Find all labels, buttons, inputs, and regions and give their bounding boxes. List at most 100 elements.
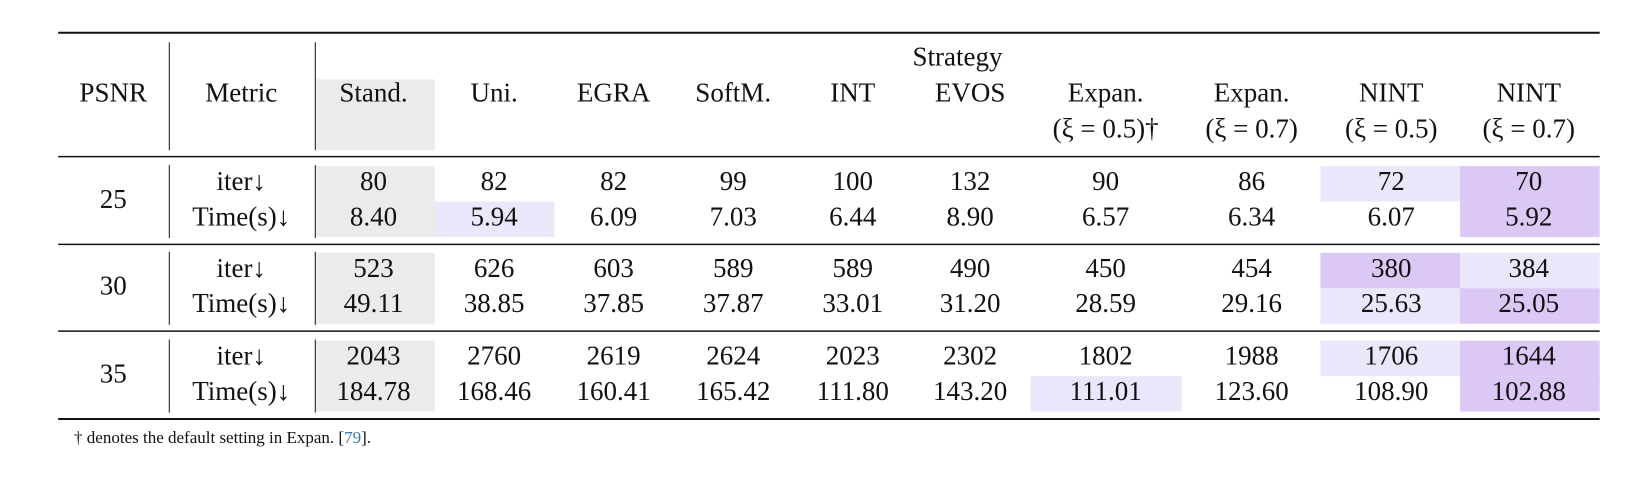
column-header: NINT <box>1497 77 1562 107</box>
column-header: Uni. <box>470 77 517 107</box>
metric-name: iter↓ <box>216 341 265 371</box>
cell-value: 165.42 <box>696 376 770 406</box>
cell-value: 82 <box>600 166 627 196</box>
cell-value: 2043 <box>346 341 400 371</box>
cell-shade <box>1460 288 1600 324</box>
cell-value: 523 <box>353 253 394 283</box>
column-header: Expan. <box>1214 77 1290 107</box>
group-header: Strategy <box>912 41 1002 71</box>
cell-value: 37.87 <box>703 288 764 318</box>
column-header: (ξ = 0.5) <box>1345 113 1438 143</box>
column-header: EGRA <box>577 77 651 107</box>
cell-shade <box>1460 166 1600 202</box>
footnote-ref: 79 <box>344 428 361 447</box>
cell-value: 490 <box>950 253 991 283</box>
cell-shade <box>1460 252 1600 289</box>
cell-value: 5.92 <box>1505 201 1552 231</box>
cell-value: 2619 <box>587 341 641 371</box>
cell-value: 1988 <box>1225 341 1279 371</box>
cell-value: 1802 <box>1079 341 1133 371</box>
cell-value: 2760 <box>467 341 521 371</box>
cell-shade <box>315 201 435 237</box>
cell-value: 80 <box>360 166 387 196</box>
column-header: Stand. <box>339 77 407 107</box>
cell-value: 28.59 <box>1075 288 1136 318</box>
cell-value: 29.16 <box>1221 288 1282 318</box>
cell-value: 33.01 <box>822 288 883 318</box>
cell-value: 2624 <box>706 341 761 371</box>
cell-value: 1706 <box>1364 341 1418 371</box>
column-header: Metric <box>205 77 277 107</box>
column-header: (ξ = 0.7) <box>1205 113 1298 143</box>
cell-value: 86 <box>1238 166 1265 196</box>
cell-value: 90 <box>1092 166 1119 196</box>
column-header: EVOS <box>935 77 1006 107</box>
column-header: (ξ = 0.7) <box>1483 113 1576 143</box>
cell-value: 25.63 <box>1361 288 1422 318</box>
cell-value: 168.46 <box>457 376 531 406</box>
cell-value: 6.57 <box>1082 201 1129 231</box>
cell-value: 454 <box>1231 253 1272 283</box>
cell-shade <box>315 166 435 202</box>
cell-value: 603 <box>593 253 634 283</box>
cell-value: 49.11 <box>344 288 404 318</box>
cell-value: 102.88 <box>1492 376 1566 406</box>
cell-value: 2302 <box>943 341 997 371</box>
cell-value: 8.40 <box>350 201 397 231</box>
cell-value: 184.78 <box>336 376 410 406</box>
cell-value: 111.01 <box>1069 376 1141 406</box>
cell-value: 31.20 <box>940 288 1001 318</box>
cell-value: 143.20 <box>933 376 1007 406</box>
cell-value: 5.94 <box>470 201 518 231</box>
cell-shade <box>315 288 435 324</box>
metric-name: Time(s)↓ <box>192 288 290 318</box>
cell-value: 37.85 <box>583 288 644 318</box>
cell-value: 111.80 <box>817 376 889 406</box>
cell-value: 2023 <box>826 341 880 371</box>
psnr-value: 30 <box>100 271 127 301</box>
metric-name: Time(s)↓ <box>192 376 290 406</box>
cell-shade <box>1320 166 1461 202</box>
cell-shade <box>1460 376 1600 412</box>
column-header: PSNR <box>79 77 147 107</box>
footnote: † denotes the default setting in Expan. … <box>74 428 371 447</box>
cell-value: 160.41 <box>577 376 651 406</box>
cell-value: 589 <box>713 253 754 283</box>
cell-value: 626 <box>474 253 515 283</box>
cell-value: 82 <box>481 166 508 196</box>
footnote-end: ]. <box>361 428 371 447</box>
cell-shade <box>1320 340 1461 377</box>
metric-name: Time(s)↓ <box>192 201 290 231</box>
cell-value: 25.05 <box>1498 288 1559 318</box>
cell-value: 450 <box>1085 253 1126 283</box>
cell-shade <box>1320 288 1461 324</box>
cell-shade <box>315 340 435 377</box>
cell-value: 38.85 <box>464 288 525 318</box>
cell-shade <box>1460 201 1600 237</box>
cell-value: 6.07 <box>1368 201 1415 231</box>
metric-name: iter↓ <box>216 253 265 283</box>
cell-value: 99 <box>720 166 747 196</box>
cell-value: 380 <box>1371 253 1412 283</box>
column-header: Expan. <box>1068 77 1144 107</box>
cell-value: 132 <box>950 166 991 196</box>
cell-value: 6.09 <box>590 201 637 231</box>
column-header: SoftM. <box>695 77 771 107</box>
cell-shade <box>315 79 435 151</box>
cell-value: 589 <box>832 253 873 283</box>
psnr-value: 25 <box>100 184 127 214</box>
column-header: (ξ = 0.5)† <box>1053 113 1159 143</box>
psnr-value: 35 <box>100 358 127 388</box>
cell-shade <box>1320 252 1461 289</box>
cell-value: 72 <box>1378 166 1405 196</box>
cell-shade <box>315 252 435 289</box>
cell-value: 6.44 <box>829 201 877 231</box>
column-header: INT <box>830 77 875 107</box>
cell-value: 108.90 <box>1354 376 1428 406</box>
cell-value: 8.90 <box>947 201 994 231</box>
footnote-text: † denotes the default setting in Expan. … <box>74 428 344 447</box>
cell-value: 1644 <box>1502 341 1557 371</box>
metric-name: iter↓ <box>216 166 265 196</box>
cell-shade <box>434 201 555 237</box>
